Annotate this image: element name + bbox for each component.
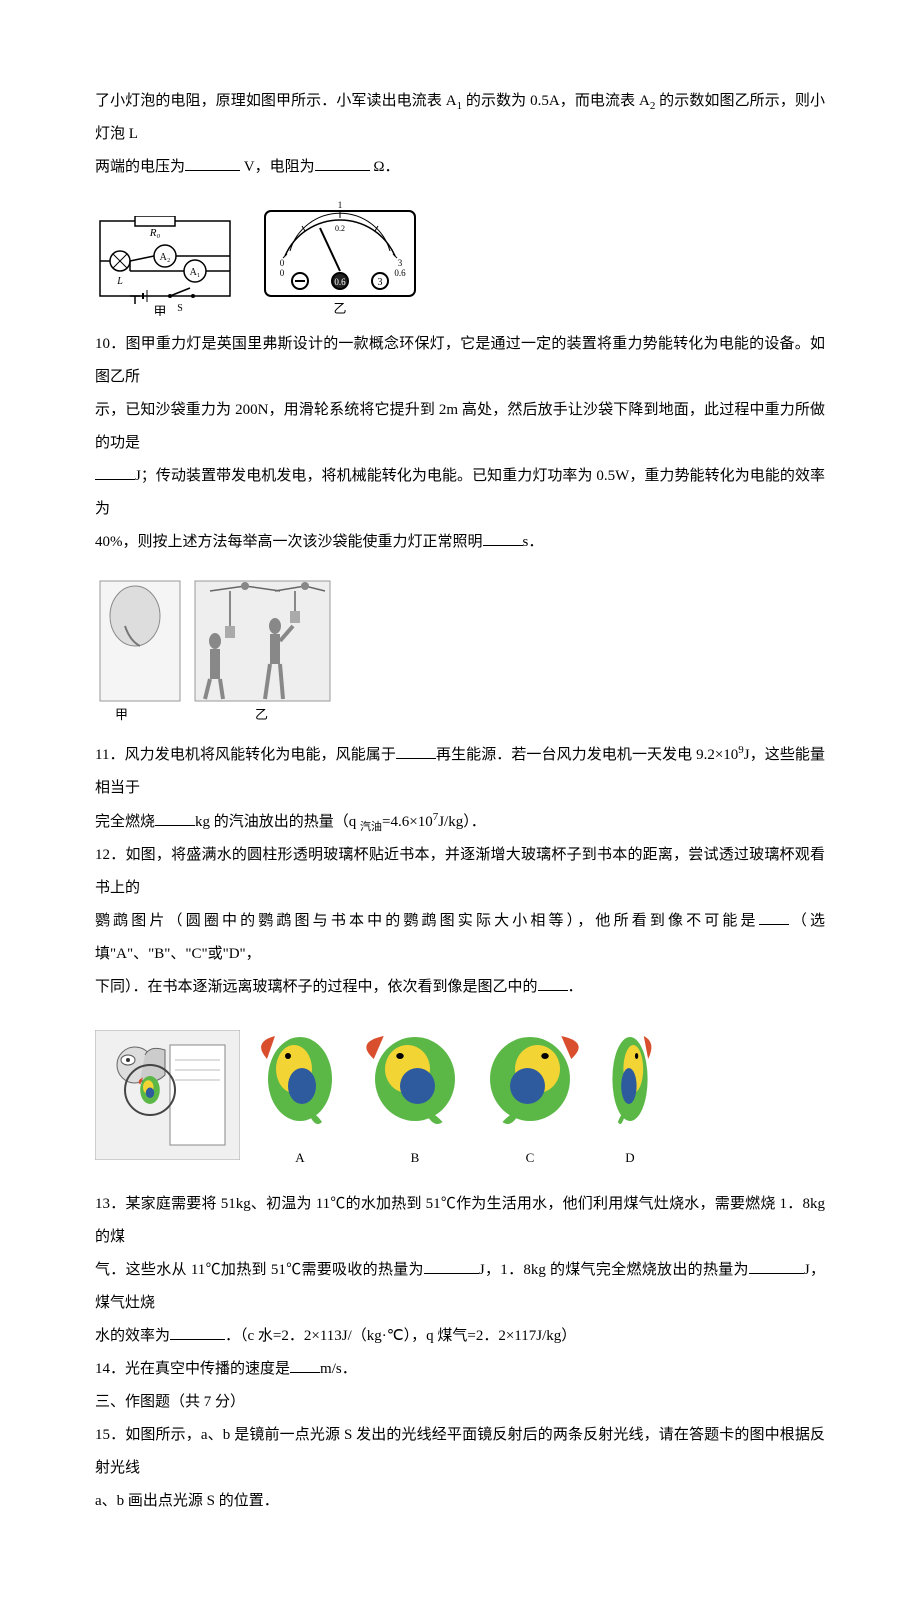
parrot-d: D [590,1019,670,1173]
q12-line1: 12．如图，将盛满水的圆柱形透明玻璃杯贴近书本，并逐渐增大玻璃杯子到书本的距离，… [95,839,825,905]
q12-line2: 鹦鹉图片（圆圈中的鹦鹉图与书本中的鹦鹉图实际大小相等），他所看到像不可能是（选填… [95,905,825,971]
meter-figure: 0 1 3 0 0.2 0.6 0.6 3 乙 [260,196,420,316]
svg-text:0.2: 0.2 [335,224,345,233]
svg-text:3: 3 [398,258,403,268]
svg-text:0: 0 [280,258,285,268]
q15-line2: a、b 画出点光源 S 的位置． [95,1485,825,1518]
blank [483,531,523,546]
blank [315,156,370,171]
svg-text:0.6: 0.6 [334,277,346,287]
parrot-a: A [245,1019,355,1173]
blank [185,156,240,171]
svg-text:1: 1 [338,200,343,210]
svg-text:0.6: 0.6 [394,268,406,278]
q11-line2: 完全燃烧kg 的汽油放出的热量（q 汽油=4.6×107J/kg）． [95,805,825,839]
blank [95,465,135,480]
q15-line1: 15．如图所示，a、b 是镜前一点光源 S 发出的光线经平面镜反射后的两条反射光… [95,1419,825,1485]
q11-line1: 11．风力发电机将风能转化为电能，风能属于再生能源．若一台风力发电机一天发电 9… [95,738,825,805]
svg-text:乙: 乙 [255,707,268,722]
svg-text:S: S [177,303,183,314]
blank [396,744,436,759]
q13-line1: 13．某家庭需要将 51kg、初温为 11℃的水加热到 51℃作为生活用水，他们… [95,1188,825,1254]
blank [290,1358,320,1373]
q13-line3: 水的效率为．（c 水=2．2×113J/（kg·℃），q 煤气=2．2×117J… [95,1320,825,1353]
q10-line2: 示，已知沙袋重力为 200N，用滑轮系统将它提升到 2m 高处，然后放手让沙袋下… [95,394,825,460]
svg-text:甲: 甲 [115,707,128,722]
blank [170,1325,225,1340]
q13-line2: 气．这些水从 11℃加热到 51℃需要吸收的热量为J，1．8kg 的煤气完全燃烧… [95,1254,825,1320]
reader-figure [95,1030,240,1173]
blank [749,1259,804,1274]
q12-line3: 下同）．在书本逐渐远离玻璃杯子的过程中，依次看到像是图乙中的． [95,971,825,1004]
blank [538,976,568,991]
q10-line3: J；传动装置带发电机发电，将机械能转化为电能。已知重力灯功率为 0.5W，重力势… [95,460,825,526]
svg-text:L: L [116,276,123,287]
q10-line4: 40%，则按上述方法每举高一次该沙袋能使重力灯正常照明s． [95,526,825,559]
svg-text:甲: 甲 [153,304,166,316]
svg-text:A₁: A₁ [190,267,201,278]
section3-title: 三、作图题（共 7 分） [95,1386,825,1419]
q12-figures: A B C [95,1019,825,1173]
parrot-c: C [475,1019,585,1173]
circuit-figure: R₀ L A₂ A₁ S 甲 [95,216,235,316]
q10-figures: 甲 乙 [95,571,825,726]
svg-text:R₀: R₀ [149,227,161,239]
parrot-b: B [360,1019,470,1173]
q10-line1: 10．图甲重力灯是英国里弗斯设计的一款概念环保灯，它是通过一定的装置将重力势能转… [95,328,825,394]
svg-text:0: 0 [280,268,285,278]
q9-figures: R₀ L A₂ A₁ S 甲 [95,196,825,316]
blank [424,1259,479,1274]
blank [155,811,195,826]
svg-text:A₂: A₂ [160,252,171,263]
q9-line2: 两端的电压为 V，电阻为 Ω． [95,151,825,184]
blank [759,910,789,925]
svg-text:3: 3 [378,277,383,288]
q9-line1: 了小灯泡的电阻，原理如图甲所示．小军读出电流表 A1 的示数为 0.5A，而电流… [95,85,825,151]
svg-text:乙: 乙 [333,301,346,316]
q14: 14．光在真空中传播的速度是m/s． [95,1353,825,1386]
